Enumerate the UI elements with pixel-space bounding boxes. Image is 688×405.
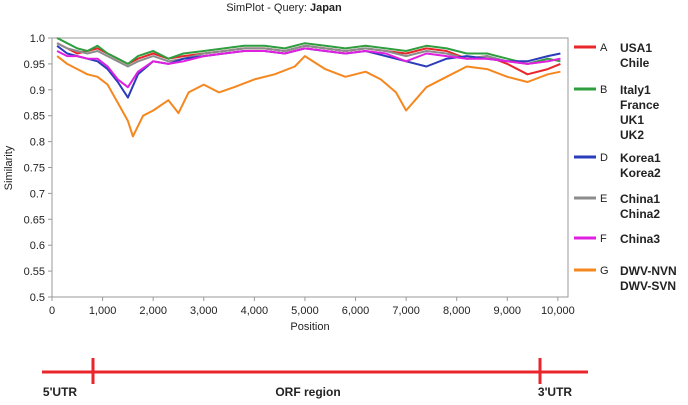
x-tick-label: 6,000 xyxy=(342,305,370,317)
legend-label: DWV-SVN xyxy=(620,279,676,293)
series-line-f xyxy=(56,47,561,89)
utr3-label: 3'UTR xyxy=(538,385,573,399)
y-axis: 0.5 0.55 0.6 0.65 0.7 0.75 0.8 0.85 0.9 0.95 1.0 xyxy=(24,33,52,304)
series-line-g xyxy=(56,55,561,138)
legend-label: Korea1 xyxy=(620,151,661,165)
y-tick-label: 0.55 xyxy=(24,266,45,278)
legend-label: China2 xyxy=(620,207,660,221)
x-tick-label: 0 xyxy=(49,305,55,317)
legend-letter: A xyxy=(600,42,608,54)
legend-entry-f: F China3 xyxy=(574,232,660,246)
plot-area xyxy=(51,37,569,298)
y-axis-label: Similarity xyxy=(3,145,15,190)
y-tick-label: 0.65 xyxy=(24,214,45,226)
legend-label: DWV-NVN xyxy=(620,264,677,278)
x-tick-label: 8,000 xyxy=(443,305,471,317)
y-tick-label: 0.85 xyxy=(24,111,45,123)
x-tick-label: 1,000 xyxy=(89,305,117,317)
x-axis: 0 1,000 2,000 3,000 4,000 5,000 6,000 7,000 8,00… xyxy=(49,297,575,317)
legend-label: Chile xyxy=(620,56,650,70)
x-tick-label: 7,000 xyxy=(392,305,420,317)
x-tick-label: 3,000 xyxy=(190,305,218,317)
legend-label: France xyxy=(620,98,660,112)
y-tick-label: 1.0 xyxy=(30,33,45,45)
x-axis-label: Position xyxy=(290,321,329,333)
legend-label: Italy1 xyxy=(620,83,651,97)
legend-label: Korea2 xyxy=(620,166,661,180)
x-tick-label: 2,000 xyxy=(139,305,167,317)
y-tick-label: 0.6 xyxy=(30,240,45,252)
legend-letter: G xyxy=(600,265,609,277)
series-line-b xyxy=(56,37,561,65)
y-tick-label: 0.5 xyxy=(30,292,45,304)
legend-label: China1 xyxy=(620,192,660,206)
legend-letter: B xyxy=(600,84,607,96)
orf-region-label: ORF region xyxy=(275,385,340,399)
series-lines xyxy=(56,37,561,138)
y-tick-label: 0.75 xyxy=(24,163,45,175)
x-tick-label: 4,000 xyxy=(241,305,269,317)
y-tick-label: 0.9 xyxy=(30,85,45,97)
legend-label: USA1 xyxy=(620,41,652,55)
x-tick-label: 9,000 xyxy=(494,305,522,317)
legend-label: UK1 xyxy=(620,113,644,127)
y-tick-label: 0.8 xyxy=(30,137,45,149)
legend-label: UK2 xyxy=(620,128,644,142)
y-tick-label: 0.95 xyxy=(24,59,45,71)
legend-letter: E xyxy=(600,193,607,205)
chart-title: SimPlot - Query: Japan xyxy=(226,2,342,14)
genome-bar: 5'UTR ORF region 3'UTR xyxy=(42,358,588,399)
y-tick-label: 0.7 xyxy=(30,188,45,200)
legend-letter: F xyxy=(600,233,607,245)
utr5-label: 5'UTR xyxy=(43,385,78,399)
legend-label: China3 xyxy=(620,232,660,246)
x-tick-label: 10,000 xyxy=(541,305,575,317)
x-tick-label: 5,000 xyxy=(291,305,319,317)
legend-letter: D xyxy=(600,152,608,164)
